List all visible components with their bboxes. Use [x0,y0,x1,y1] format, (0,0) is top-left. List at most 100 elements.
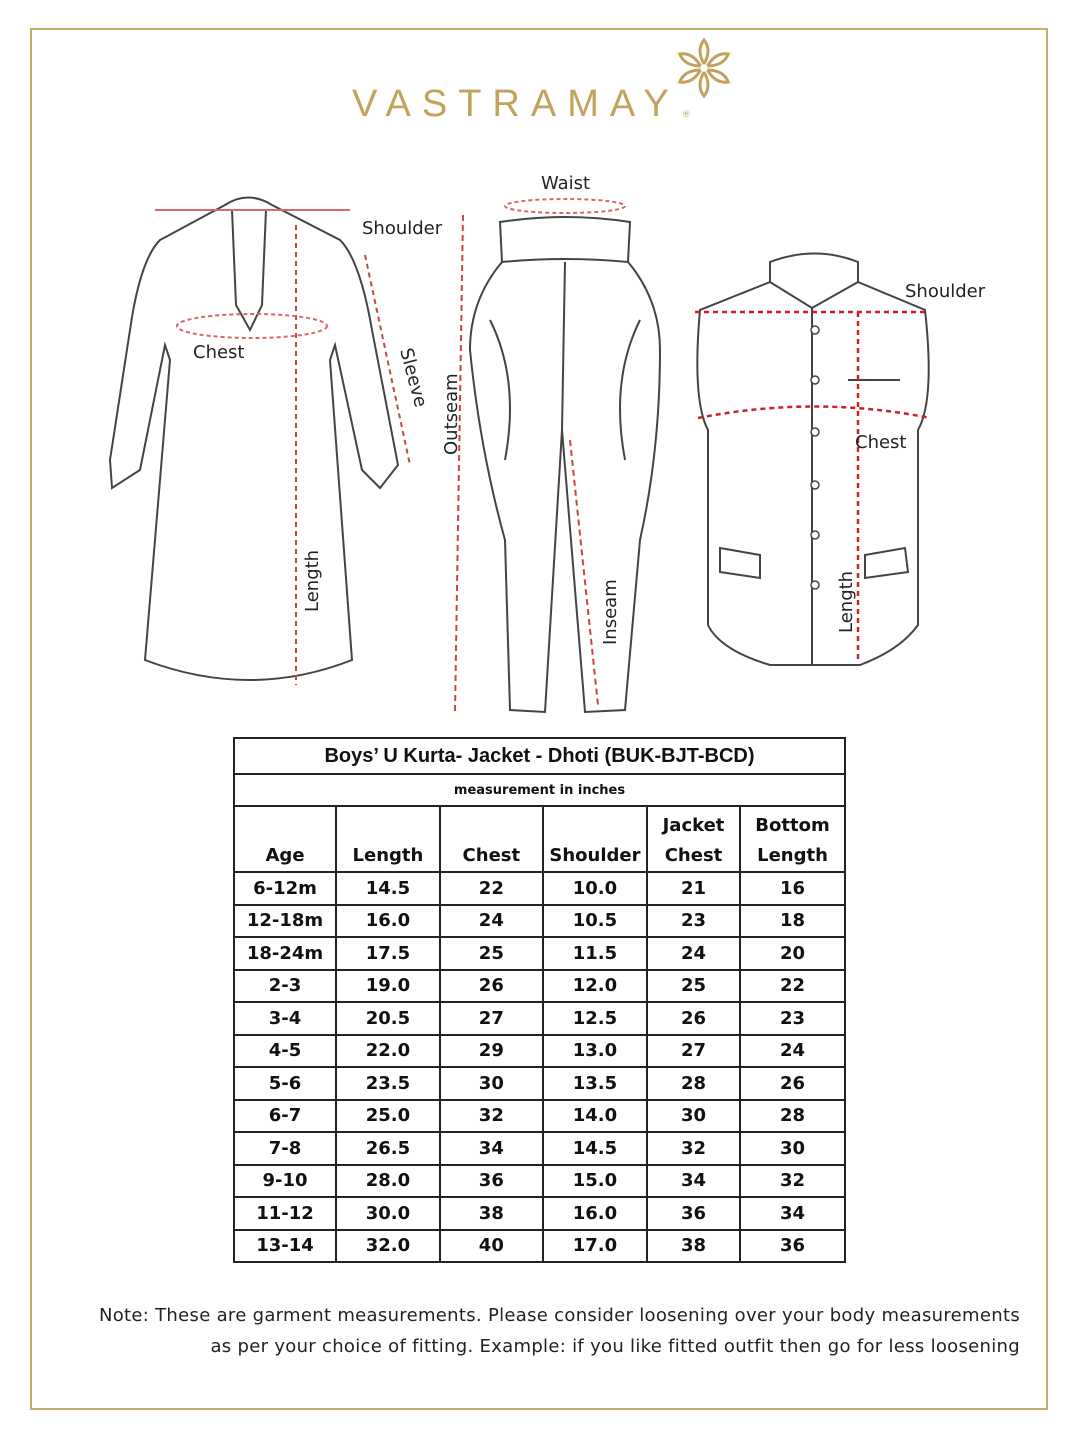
table-cell: 9-10 [232,1163,338,1198]
column-header-line1 [544,811,646,841]
table-cell: 30 [738,1131,847,1166]
table-cell: 25 [646,968,741,1003]
table-row: 9-10 28.0 36 15.0 34 32 [232,1163,847,1198]
column-header-line2: Length [757,845,828,866]
note-line-2: as per your choice of fitting. Example: … [210,1336,1020,1357]
table-cell: 2-3 [232,968,338,1003]
table-cell: 16.0 [541,1196,649,1231]
table-cell: 14.5 [335,871,441,906]
table-cell: 6-7 [232,1098,338,1133]
note-text: Note: These are garment measurements. Pl… [50,1300,1020,1362]
table-row: 5-6 23.5 30 13.5 28 26 [232,1066,847,1101]
table-cell: 30 [438,1066,544,1101]
table-cell: 4-5 [232,1033,338,1068]
table-cell: 18 [738,903,847,938]
table-cell: 23.5 [335,1066,441,1101]
table-header-row: Age Length Chest Shoulder Jacket Chest Bottom L… [232,805,847,873]
dhoti-outseam-label: Outseam [441,373,462,455]
column-header: Jacket Chest [646,805,741,873]
table-cell: 26.5 [335,1131,441,1166]
table-cell: 24 [738,1033,847,1068]
table-cell: 28.0 [335,1163,441,1198]
jacket-buttons [810,325,820,590]
table-cell: 36 [646,1196,741,1231]
table-cell: 23 [738,1001,847,1036]
brand-logo-group: VASTRAMAY ® [352,82,691,126]
column-header-line2: Chest [664,845,723,866]
table-cell: 20.5 [335,1001,441,1036]
column-header-line1: Bottom [755,815,830,836]
column-header-line1 [441,811,542,841]
column-header-line1 [235,811,335,841]
table-cell: 17.0 [541,1228,649,1263]
table-cell: 32 [738,1163,847,1198]
column-header: Age [232,805,338,873]
column-header-line2: Length [352,845,424,866]
jacket-length-label: Length [836,571,857,633]
column-header: Length [335,805,441,873]
table-cell: 27 [438,1001,544,1036]
table-cell: 12.5 [541,1001,649,1036]
table-cell: 26 [646,1001,741,1036]
table-cell: 32.0 [335,1228,441,1263]
table-cell: 24 [438,903,544,938]
brand-logo: VASTRAMAY [352,83,680,125]
kurta-chest-label: Chest [193,342,245,363]
kurta-shoulder-label: Shoulder [362,218,443,239]
registered-mark: ® [681,110,691,120]
table-row: 3-4 20.5 27 12.5 26 23 [232,1001,847,1036]
dhoti-inseam-label: Inseam [600,579,621,645]
jacket-drawing [695,252,931,666]
table-row: 6-7 25.0 32 14.0 30 28 [232,1098,847,1133]
dhoti-waist-label: Waist [541,173,590,194]
table-cell: 13.0 [541,1033,649,1068]
table-cell: 36 [438,1163,544,1198]
table-cell: 20 [738,936,847,971]
table-row: 12-18m 16.0 24 10.5 23 18 [232,903,847,938]
table-cell: 11-12 [232,1196,338,1231]
table-cell: 40 [438,1228,544,1263]
table-cell: 7-8 [232,1131,338,1166]
table-cell: 34 [738,1196,847,1231]
table-cell: 26 [438,968,544,1003]
table-cell: 22 [438,871,544,906]
kurta-sleeve-label: Sleeve [395,346,431,410]
page-border [30,28,1048,1410]
jacket-shoulder-label: Shoulder [905,281,986,302]
column-header-line2: Age [265,845,305,866]
table-cell: 22.0 [335,1033,441,1068]
table-cell: 3-4 [232,1001,338,1036]
table-cell: 16.0 [335,903,441,938]
table-cell: 14.0 [541,1098,649,1133]
table-cell: 27 [646,1033,741,1068]
table-cell: 10.5 [541,903,649,938]
table-row: 18-24m 17.5 25 11.5 24 20 [232,936,847,971]
table-cell: 6-12m [232,871,338,906]
table-cell: 26 [738,1066,847,1101]
column-header: Shoulder [541,805,649,873]
table-row: 2-3 19.0 26 12.0 25 22 [232,968,847,1003]
table-cell: 11.5 [541,936,649,971]
table-cell: 23 [646,903,741,938]
table-cell: 32 [438,1098,544,1133]
table-cell: 13-14 [232,1228,338,1263]
table-cell: 30.0 [335,1196,441,1231]
table-cell: 38 [438,1196,544,1231]
table-cell: 25 [438,936,544,971]
dhoti-drawing [454,198,662,714]
table-cell: 22 [738,968,847,1003]
kurta-drawing [108,196,411,685]
table-cell: 36 [738,1228,847,1263]
table-cell: 10.0 [541,871,649,906]
size-chart-table: Boys’ U Kurta- Jacket - Dhoti (BUK-BJT-B… [232,737,847,1263]
column-header: Chest [438,805,544,873]
table-row: 4-5 22.0 29 13.0 27 24 [232,1033,847,1068]
table-row: 11-12 30.0 38 16.0 36 34 [232,1196,847,1231]
brand-mandala-icon [676,37,732,98]
column-header-line2: Chest [462,845,521,866]
table-row: 6-12m 14.5 22 10.0 21 16 [232,871,847,906]
table-row: 13-14 32.0 40 17.0 38 36 [232,1228,847,1263]
table-cell: 13.5 [541,1066,649,1101]
table-row: 7-8 26.5 34 14.5 32 30 [232,1131,847,1166]
table-cell: 24 [646,936,741,971]
